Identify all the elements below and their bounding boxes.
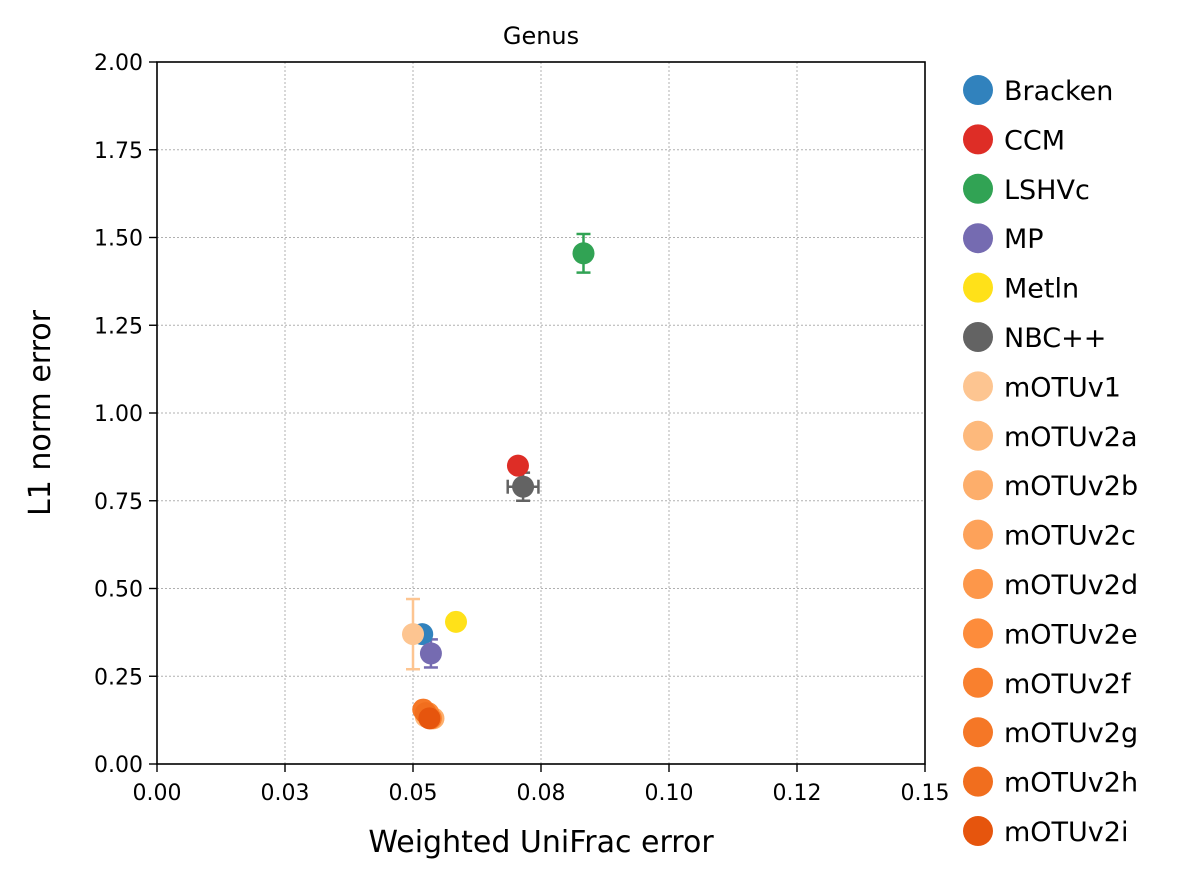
data-point-motuv2i — [418, 707, 441, 730]
legend-marker — [963, 272, 993, 303]
y-tick-label: 1.25 — [94, 314, 143, 339]
legend-item: mOTUv2e — [963, 618, 1138, 650]
data-point-motuv1 — [402, 623, 424, 646]
legend-label: mOTUv2a — [1004, 422, 1138, 453]
point-layer — [402, 242, 595, 730]
data-point-nbc- — [512, 475, 535, 498]
y-tick-label: 0.00 — [94, 753, 143, 778]
data-point-mp — [419, 642, 442, 665]
legend-label: mOTUv1 — [1004, 372, 1121, 403]
chart-title: Genus — [503, 22, 579, 50]
legend-item: NBC++ — [963, 322, 1106, 354]
legend-item: Bracken — [963, 75, 1113, 107]
legend-marker — [963, 223, 993, 254]
x-tick-label: 0.15 — [901, 781, 950, 806]
legend-item: mOTUv2a — [963, 420, 1138, 453]
legend-marker — [963, 717, 993, 748]
legend-item: mOTUv2g — [963, 717, 1138, 749]
legend-item: CCM — [963, 124, 1065, 156]
legend-label: mOTUv2d — [1004, 570, 1138, 601]
legend-label: NBC++ — [1004, 323, 1106, 354]
legend-label: Metln — [1004, 274, 1079, 305]
legend-marker — [963, 420, 993, 451]
legend-marker — [963, 322, 993, 352]
tick-layer: 0.00 0.03 0.05 0.08 0.10 0.12 0.15 0.00 0.25 0.50… — [94, 51, 949, 806]
data-point-ccm — [506, 454, 529, 477]
legend-marker — [963, 371, 993, 402]
grid-layer — [156, 61, 926, 765]
legend-marker — [963, 75, 993, 105]
x-tick-label: 0.03 — [261, 781, 310, 806]
legend-marker — [963, 766, 993, 797]
x-tick-label: 0.08 — [517, 781, 566, 806]
legend-marker — [963, 519, 993, 550]
legend-label: mOTUv2c — [1004, 521, 1136, 552]
legend-item: MP — [963, 223, 1044, 255]
x-tick-label: 0.05 — [389, 781, 438, 806]
y-tick-label: 2.00 — [94, 51, 143, 76]
legend-label: CCM — [1004, 125, 1065, 156]
legend-marker — [963, 618, 993, 649]
legend-item: mOTUv2c — [963, 519, 1136, 552]
legend-label: mOTUv2i — [1004, 817, 1128, 848]
x-axis-title: Weighted UniFrac error — [368, 825, 714, 860]
legend-label: Bracken — [1004, 76, 1113, 107]
y-tick-label: 1.75 — [94, 139, 143, 164]
x-tick-label: 0.12 — [773, 781, 822, 806]
legend-item: mOTUv2h — [963, 766, 1138, 799]
y-tick-label: 0.25 — [94, 665, 143, 690]
data-point-metln — [445, 610, 468, 633]
legend-label: mOTUv2g — [1004, 718, 1138, 749]
legend-item: mOTUv1 — [963, 371, 1121, 403]
legend-item: mOTUv2f — [963, 667, 1132, 700]
legend-marker — [963, 173, 993, 204]
y-tick-label: 1.50 — [94, 227, 143, 252]
legend-label: mOTUv2f — [1004, 669, 1132, 700]
data-point-lshvc — [572, 242, 595, 265]
legend-label: mOTUv2h — [1004, 768, 1138, 799]
legend-label: LSHVc — [1004, 175, 1090, 206]
y-tick-label: 0.50 — [94, 578, 143, 603]
legend-marker — [963, 667, 993, 698]
legend-marker — [963, 569, 993, 599]
legend-marker — [963, 124, 993, 155]
y-tick-label: 1.00 — [94, 402, 143, 427]
legend-label: MP — [1004, 224, 1044, 255]
legend-item: LSHVc — [963, 173, 1090, 206]
legend-marker — [963, 470, 993, 501]
y-axis-title: L1 norm error — [23, 309, 58, 516]
legend: Bracken CCM LSHVc MP Metln NBC++ mOTUv1 mOTUv2a… — [963, 75, 1138, 848]
error-bar-layer — [406, 232, 591, 671]
y-tick-label: 0.75 — [94, 490, 143, 515]
legend-marker — [963, 816, 993, 846]
legend-item: Metln — [963, 272, 1079, 305]
x-tick-label: 0.00 — [133, 781, 182, 806]
legend-label: mOTUv2e — [1004, 619, 1138, 650]
legend-label: mOTUv2b — [1004, 471, 1138, 502]
legend-item: mOTUv2d — [963, 569, 1138, 601]
x-tick-label: 0.10 — [645, 781, 694, 806]
legend-item: mOTUv2i — [963, 816, 1128, 848]
legend-item: mOTUv2b — [963, 470, 1138, 502]
